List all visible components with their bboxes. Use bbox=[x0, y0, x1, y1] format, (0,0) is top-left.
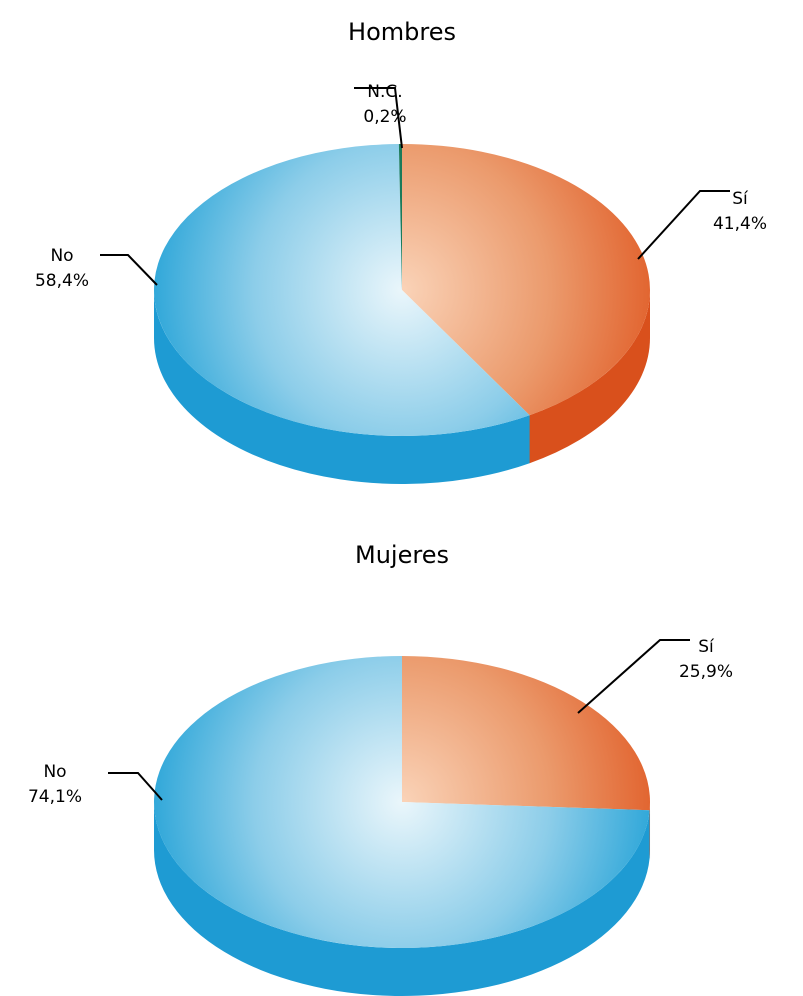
pie-slice-si bbox=[402, 144, 650, 416]
leader-line-nc bbox=[354, 87, 403, 149]
slice-value-nc: 0,2% bbox=[363, 107, 406, 127]
pie-slice-si bbox=[402, 656, 650, 811]
slice-label-no: No bbox=[43, 762, 66, 782]
slice-label-no: No bbox=[50, 246, 73, 266]
pie-side-no bbox=[154, 802, 650, 996]
pie-slice-no bbox=[153, 656, 650, 949]
pie-slice-no bbox=[153, 144, 530, 436]
pie-tops bbox=[153, 144, 650, 436]
chart-title: Mujeres bbox=[355, 541, 449, 569]
pie-side-no bbox=[154, 290, 530, 484]
leader-line-no bbox=[100, 254, 158, 286]
slice-label-si: Sí bbox=[732, 189, 749, 209]
leader-line-si bbox=[637, 190, 730, 260]
pie-sides bbox=[154, 290, 650, 484]
pie-sides bbox=[154, 802, 651, 996]
leader-line-no bbox=[108, 772, 163, 801]
chart-hombres: Hombres N.C. 0,2% Sí 41,4% No 58,4% bbox=[35, 18, 767, 484]
slice-value-si: 25,9% bbox=[679, 662, 733, 682]
pie-side-si bbox=[529, 290, 650, 464]
slice-value-si: 41,4% bbox=[713, 214, 767, 234]
leader-lines bbox=[100, 87, 730, 286]
chart-mujeres: Mujeres Sí 25,9% No 74,1% bbox=[28, 541, 733, 996]
chart-title: Hombres bbox=[348, 18, 456, 46]
slice-value-no: 74,1% bbox=[28, 787, 82, 807]
slice-label-nc: N.C. bbox=[367, 82, 402, 102]
leader-line-si bbox=[577, 639, 690, 714]
slice-label-si: Sí bbox=[698, 637, 715, 657]
slice-value-no: 58,4% bbox=[35, 271, 89, 291]
pie-tops bbox=[153, 656, 650, 949]
leader-lines bbox=[108, 639, 690, 801]
pie-slice-nc bbox=[398, 144, 402, 290]
